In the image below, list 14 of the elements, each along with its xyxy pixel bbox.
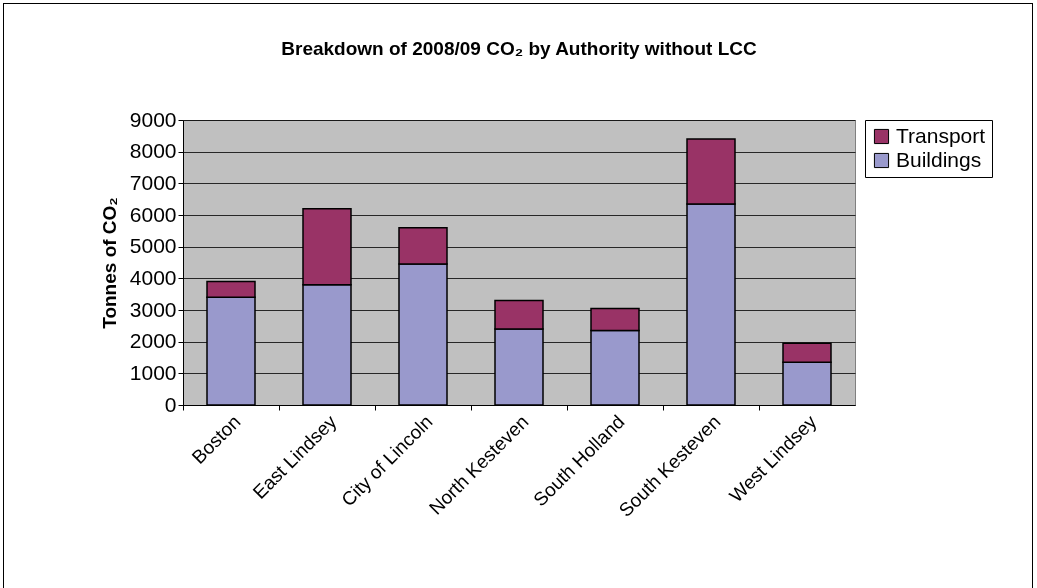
y-tick-label: 2000 bbox=[129, 329, 177, 353]
legend-label: Transport bbox=[896, 123, 986, 147]
y-axis-title: Tonnes of CO₂ bbox=[98, 197, 120, 329]
chart-title: Breakdown of 2008/09 CO₂ by Authority without LCC bbox=[281, 38, 757, 59]
y-tick-label: 3000 bbox=[129, 297, 177, 321]
y-tick-label: 8000 bbox=[129, 139, 177, 163]
y-tick-label: 1000 bbox=[129, 360, 177, 384]
y-tick-label: 9000 bbox=[129, 107, 177, 131]
legend-label: Buildings bbox=[896, 147, 982, 171]
y-tick-label: 5000 bbox=[129, 234, 177, 258]
y-tick-label: 6000 bbox=[129, 202, 177, 226]
y-tick-label: 7000 bbox=[129, 170, 177, 194]
y-tick-label: 0 bbox=[164, 392, 177, 416]
y-tick-label: 4000 bbox=[129, 265, 177, 289]
